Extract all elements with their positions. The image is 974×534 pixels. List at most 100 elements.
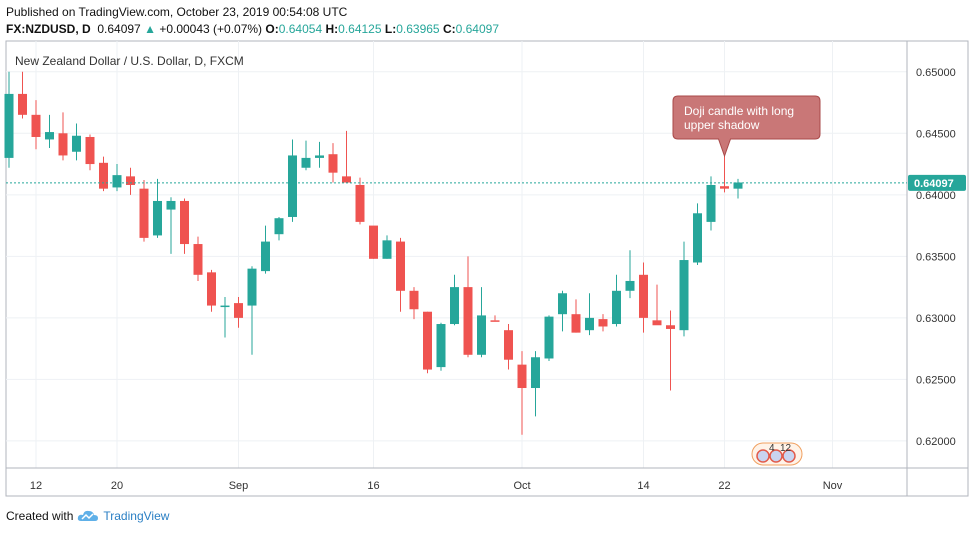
candle[interactable] [355,177,365,225]
candle[interactable] [153,178,162,238]
candle[interactable] [288,139,297,222]
open-label: O: [265,22,279,36]
candles-layer [4,71,743,435]
low-label: L: [384,22,397,36]
candle[interactable] [544,315,554,361]
candle[interactable] [625,250,635,299]
candle[interactable] [517,351,527,435]
tradingview-cloud-icon[interactable] [77,509,99,523]
created-with-label: Created with [6,509,74,523]
candle[interactable] [558,290,567,332]
candle[interactable] [531,351,540,417]
candle[interactable] [450,274,459,326]
economic-events-badge[interactable]: 4 12 [751,442,803,466]
candle[interactable] [247,266,257,355]
y-tick-label: 0.62500 [916,374,956,386]
candle-body [207,272,216,306]
candle[interactable] [99,156,108,192]
candle[interactable] [342,130,351,183]
candle[interactable] [193,236,203,281]
candle[interactable] [477,287,486,358]
candle[interactable] [423,311,432,374]
candle-body [436,324,446,368]
low-value: 0.63965 [396,22,440,36]
candle[interactable] [207,269,216,312]
candle-body [571,314,581,333]
candle[interactable] [585,293,594,336]
candle-body [4,93,14,158]
candle[interactable] [612,274,621,327]
x-tick-label: Oct [513,480,530,492]
candle[interactable] [679,241,689,337]
candle-body [544,316,554,359]
candle[interactable] [72,123,81,161]
candle[interactable] [4,71,14,168]
candle[interactable] [220,296,230,338]
candle[interactable] [166,197,176,254]
candlestick-chart[interactable]: New Zealand Dollar / U.S. Dollar, D, FXC… [0,0,974,500]
candle-body [139,188,149,238]
x-tick-label: 22 [718,480,730,492]
candle-body [126,176,135,185]
candle[interactable] [571,299,581,333]
candle-body [234,303,243,318]
y-tick-label: 0.63500 [916,251,956,263]
us-flag-icon [756,449,770,463]
candle[interactable] [409,287,419,320]
x-tick-label: 16 [367,480,379,492]
candle[interactable] [328,143,338,183]
symbol-label: FX:NZDUSD, D [6,22,91,36]
candle-body [72,135,81,152]
candle[interactable] [733,178,743,199]
candle-body [247,268,257,306]
price-axis: 0.65000 0.64500 0.64000 0.63500 0.63000 0.625… [916,67,956,448]
candle[interactable] [274,216,284,241]
candle-body [58,133,68,156]
candle-body [396,241,405,291]
candle[interactable] [504,324,513,370]
candle-body [288,155,297,217]
candle[interactable] [315,141,324,168]
candle[interactable] [396,237,405,312]
candle[interactable] [234,296,243,328]
published-line: Published on TradingView.com, October 23… [6,5,348,19]
candle[interactable] [652,284,662,326]
candle[interactable] [639,262,648,333]
x-tick-label: Nov [823,480,843,492]
candle[interactable] [666,310,675,391]
last-price-text: 0.64097 [914,178,954,190]
candle[interactable] [45,114,54,149]
candle[interactable] [706,176,716,231]
tradingview-link[interactable]: TradingView [103,509,170,523]
candle[interactable] [31,100,41,150]
candle[interactable] [382,235,392,259]
candle[interactable] [85,134,95,171]
candle[interactable] [490,315,500,322]
candle[interactable] [369,225,378,259]
candle[interactable] [693,203,702,265]
doji-annotation-callout[interactable]: Doji candle with long upper shadow [672,95,821,158]
candle[interactable] [126,167,135,195]
y-tick-label: 0.63000 [916,313,956,325]
candle-body [720,186,729,189]
candle-body [315,155,324,158]
candle[interactable] [139,180,149,242]
x-tick-label: 20 [111,480,123,492]
candle[interactable] [261,225,270,274]
change-arrow-icon: ▲ [144,22,156,36]
candle[interactable] [58,112,68,161]
candle-body [450,287,459,325]
candle[interactable] [463,256,473,358]
candle-body [328,154,338,173]
candle-body [558,293,567,315]
candle-body [517,364,527,389]
candle-body [706,184,716,222]
candle[interactable] [112,164,122,192]
candle[interactable] [436,322,446,371]
candle[interactable] [301,140,311,171]
symbol-ohlc-line: FX:NZDUSD, D 0.64097 ▲ +0.00043 (+0.07%)… [6,22,499,36]
candle[interactable] [18,71,27,119]
candle[interactable] [180,198,189,254]
candle[interactable] [598,314,608,332]
last-price-box [908,174,966,191]
